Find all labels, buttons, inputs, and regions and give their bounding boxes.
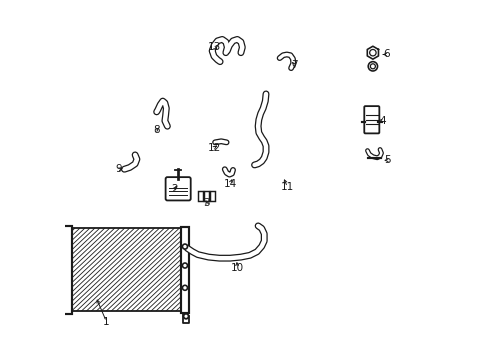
Bar [61, 226, 72, 314]
Circle shape [182, 285, 187, 290]
Text: 3: 3 [203, 198, 210, 208]
Circle shape [369, 49, 375, 56]
FancyBboxPatch shape [364, 106, 379, 134]
Text: 1: 1 [103, 317, 109, 327]
Text: 5: 5 [384, 155, 390, 165]
Circle shape [183, 314, 188, 319]
Circle shape [182, 244, 187, 249]
Bar [181, 226, 188, 313]
Bar [210, 191, 215, 201]
Text: 6: 6 [382, 49, 388, 59]
Text: 13: 13 [207, 42, 220, 52]
Text: 11: 11 [280, 182, 294, 192]
Text: 14: 14 [223, 179, 236, 189]
Text: 9: 9 [116, 164, 122, 174]
Text: 12: 12 [207, 143, 220, 153]
Circle shape [182, 263, 187, 268]
Bar [72, 228, 181, 311]
Text: 4: 4 [379, 116, 385, 126]
Bar [203, 191, 208, 201]
Circle shape [367, 62, 377, 71]
FancyBboxPatch shape [165, 177, 190, 201]
Text: 7: 7 [291, 60, 297, 70]
Polygon shape [366, 46, 378, 59]
Bar [198, 191, 203, 201]
Text: 8: 8 [153, 125, 160, 135]
Text: 2: 2 [171, 184, 178, 194]
Circle shape [369, 64, 375, 69]
Text: 10: 10 [230, 263, 244, 273]
